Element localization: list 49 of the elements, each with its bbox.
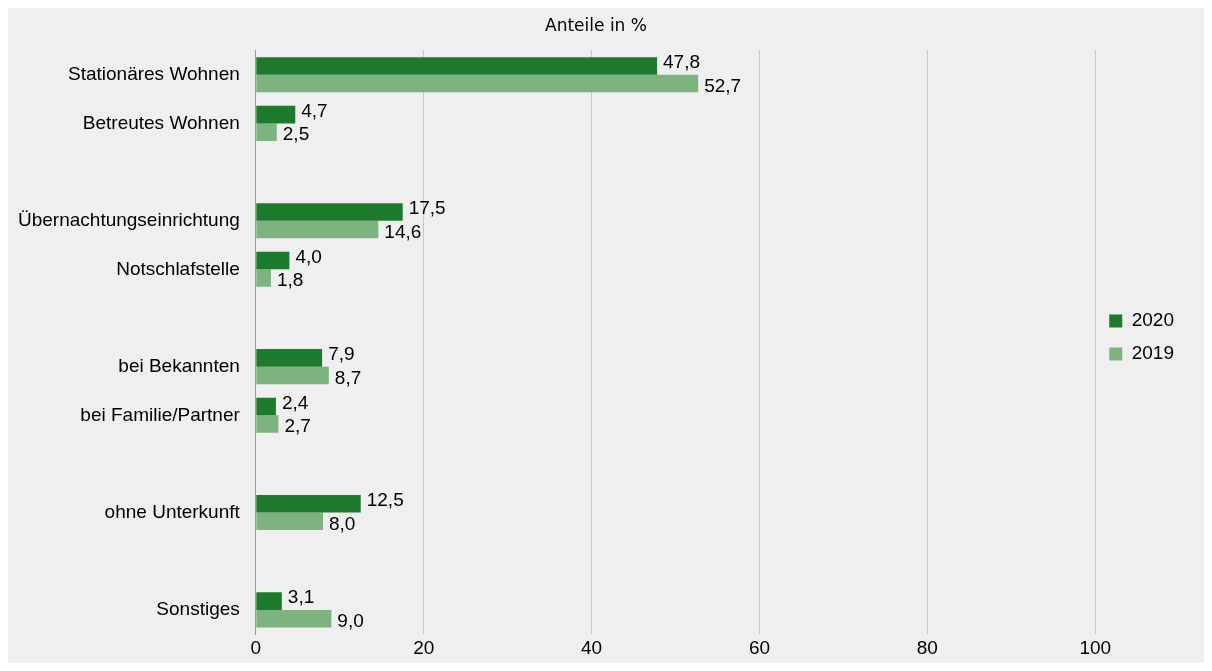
bar <box>256 366 329 385</box>
data-label: 7,9 <box>328 343 355 365</box>
bar <box>256 397 276 416</box>
y-tick-label: ohne Unterkunft <box>104 500 241 522</box>
chart-title: Anteile in % <box>545 14 647 35</box>
y-tick-label: Sonstiges <box>156 598 240 620</box>
data-label: 8,0 <box>328 512 356 534</box>
y-tick-label: Notschlafstelle <box>116 257 240 279</box>
bar <box>256 415 279 433</box>
bar <box>256 609 332 628</box>
y-tick-label: Übernachtungseinrichtung <box>18 208 240 230</box>
bar <box>256 105 296 124</box>
legend-label: 2020 <box>1131 309 1175 331</box>
bar <box>256 203 403 221</box>
data-label: 47,8 <box>663 51 701 73</box>
data-label: 2,5 <box>282 123 310 145</box>
data-label: 9,0 <box>337 609 364 631</box>
x-tick-label: 0 <box>250 636 262 658</box>
x-tick-label: 20 <box>413 636 435 658</box>
y-tick-label: bei Familie/Partner <box>80 403 241 425</box>
data-label: 3,1 <box>287 586 315 608</box>
x-tick-label: 80 <box>916 636 938 658</box>
bar <box>256 495 361 513</box>
y-tick-label: Betreutes Wohnen <box>82 111 240 133</box>
data-label: 17,5 <box>408 197 446 219</box>
bar <box>256 349 323 367</box>
data-label: 8,7 <box>334 366 362 388</box>
bar <box>256 269 271 287</box>
data-label: 1,8 <box>276 269 304 291</box>
y-tick-label: Stationäres Wohnen <box>67 62 240 84</box>
data-label: 2,7 <box>284 415 311 437</box>
data-label: 14,6 <box>384 220 422 242</box>
legend-label: 2019 <box>1131 342 1175 364</box>
bar <box>256 220 379 239</box>
x-tick-label: 60 <box>748 636 771 658</box>
data-label: 12,5 <box>366 489 404 511</box>
x-tick-label: 100 <box>1079 636 1112 658</box>
bar <box>256 57 658 75</box>
data-label: 2,4 <box>281 391 309 413</box>
bar <box>256 74 699 93</box>
bar <box>256 123 277 141</box>
data-label: 4,0 <box>295 245 322 267</box>
y-tick-label: bei Bekannten <box>118 354 240 376</box>
bar <box>256 251 290 270</box>
data-label: 4,7 <box>301 99 328 121</box>
data-label: 52,7 <box>704 74 742 96</box>
bar <box>256 512 323 531</box>
x-tick-label: 40 <box>581 636 603 658</box>
bar <box>256 592 282 610</box>
